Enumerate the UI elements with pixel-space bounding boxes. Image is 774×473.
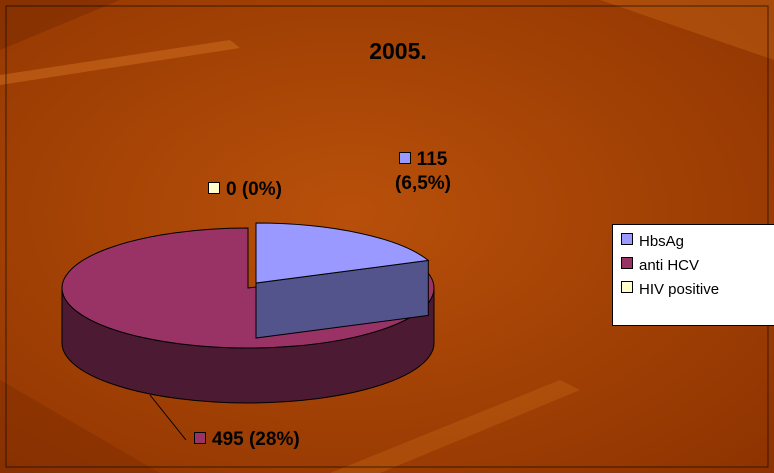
label-swatch xyxy=(194,432,206,444)
legend-entry: HbsAg xyxy=(621,233,684,250)
slice xyxy=(255,222,430,284)
data-label-text: 495 (28%) xyxy=(212,429,300,450)
legend-label: HbsAg xyxy=(639,233,685,250)
data-label: 495 (28%) xyxy=(194,428,354,452)
streak xyxy=(330,380,580,473)
legend: HbsAg anti HCV HIV positive xyxy=(612,224,774,326)
leader-line xyxy=(149,394,187,441)
data-label-text: 115 (6,5%) xyxy=(395,149,451,194)
legend-swatch xyxy=(621,257,633,269)
streak xyxy=(0,380,160,473)
data-label: 115 (6,5%) xyxy=(378,148,468,196)
label-swatch xyxy=(398,152,411,164)
streak xyxy=(0,0,120,50)
data-label-text: 0 (0%) xyxy=(226,179,282,200)
label-swatch xyxy=(208,182,220,194)
streak xyxy=(0,40,240,85)
legend-label: anti HCV xyxy=(639,257,700,274)
chart-title: 2005. xyxy=(369,38,427,64)
legend-entry: HIV positive xyxy=(621,281,719,298)
streak xyxy=(600,0,774,60)
pie xyxy=(61,222,435,404)
legend-entry: anti HCV xyxy=(621,257,699,274)
legend-swatch xyxy=(621,233,633,245)
legend-swatch xyxy=(621,281,633,293)
data-label: 0 (0%) xyxy=(208,178,318,202)
legend-label: HIV positive xyxy=(639,281,720,298)
